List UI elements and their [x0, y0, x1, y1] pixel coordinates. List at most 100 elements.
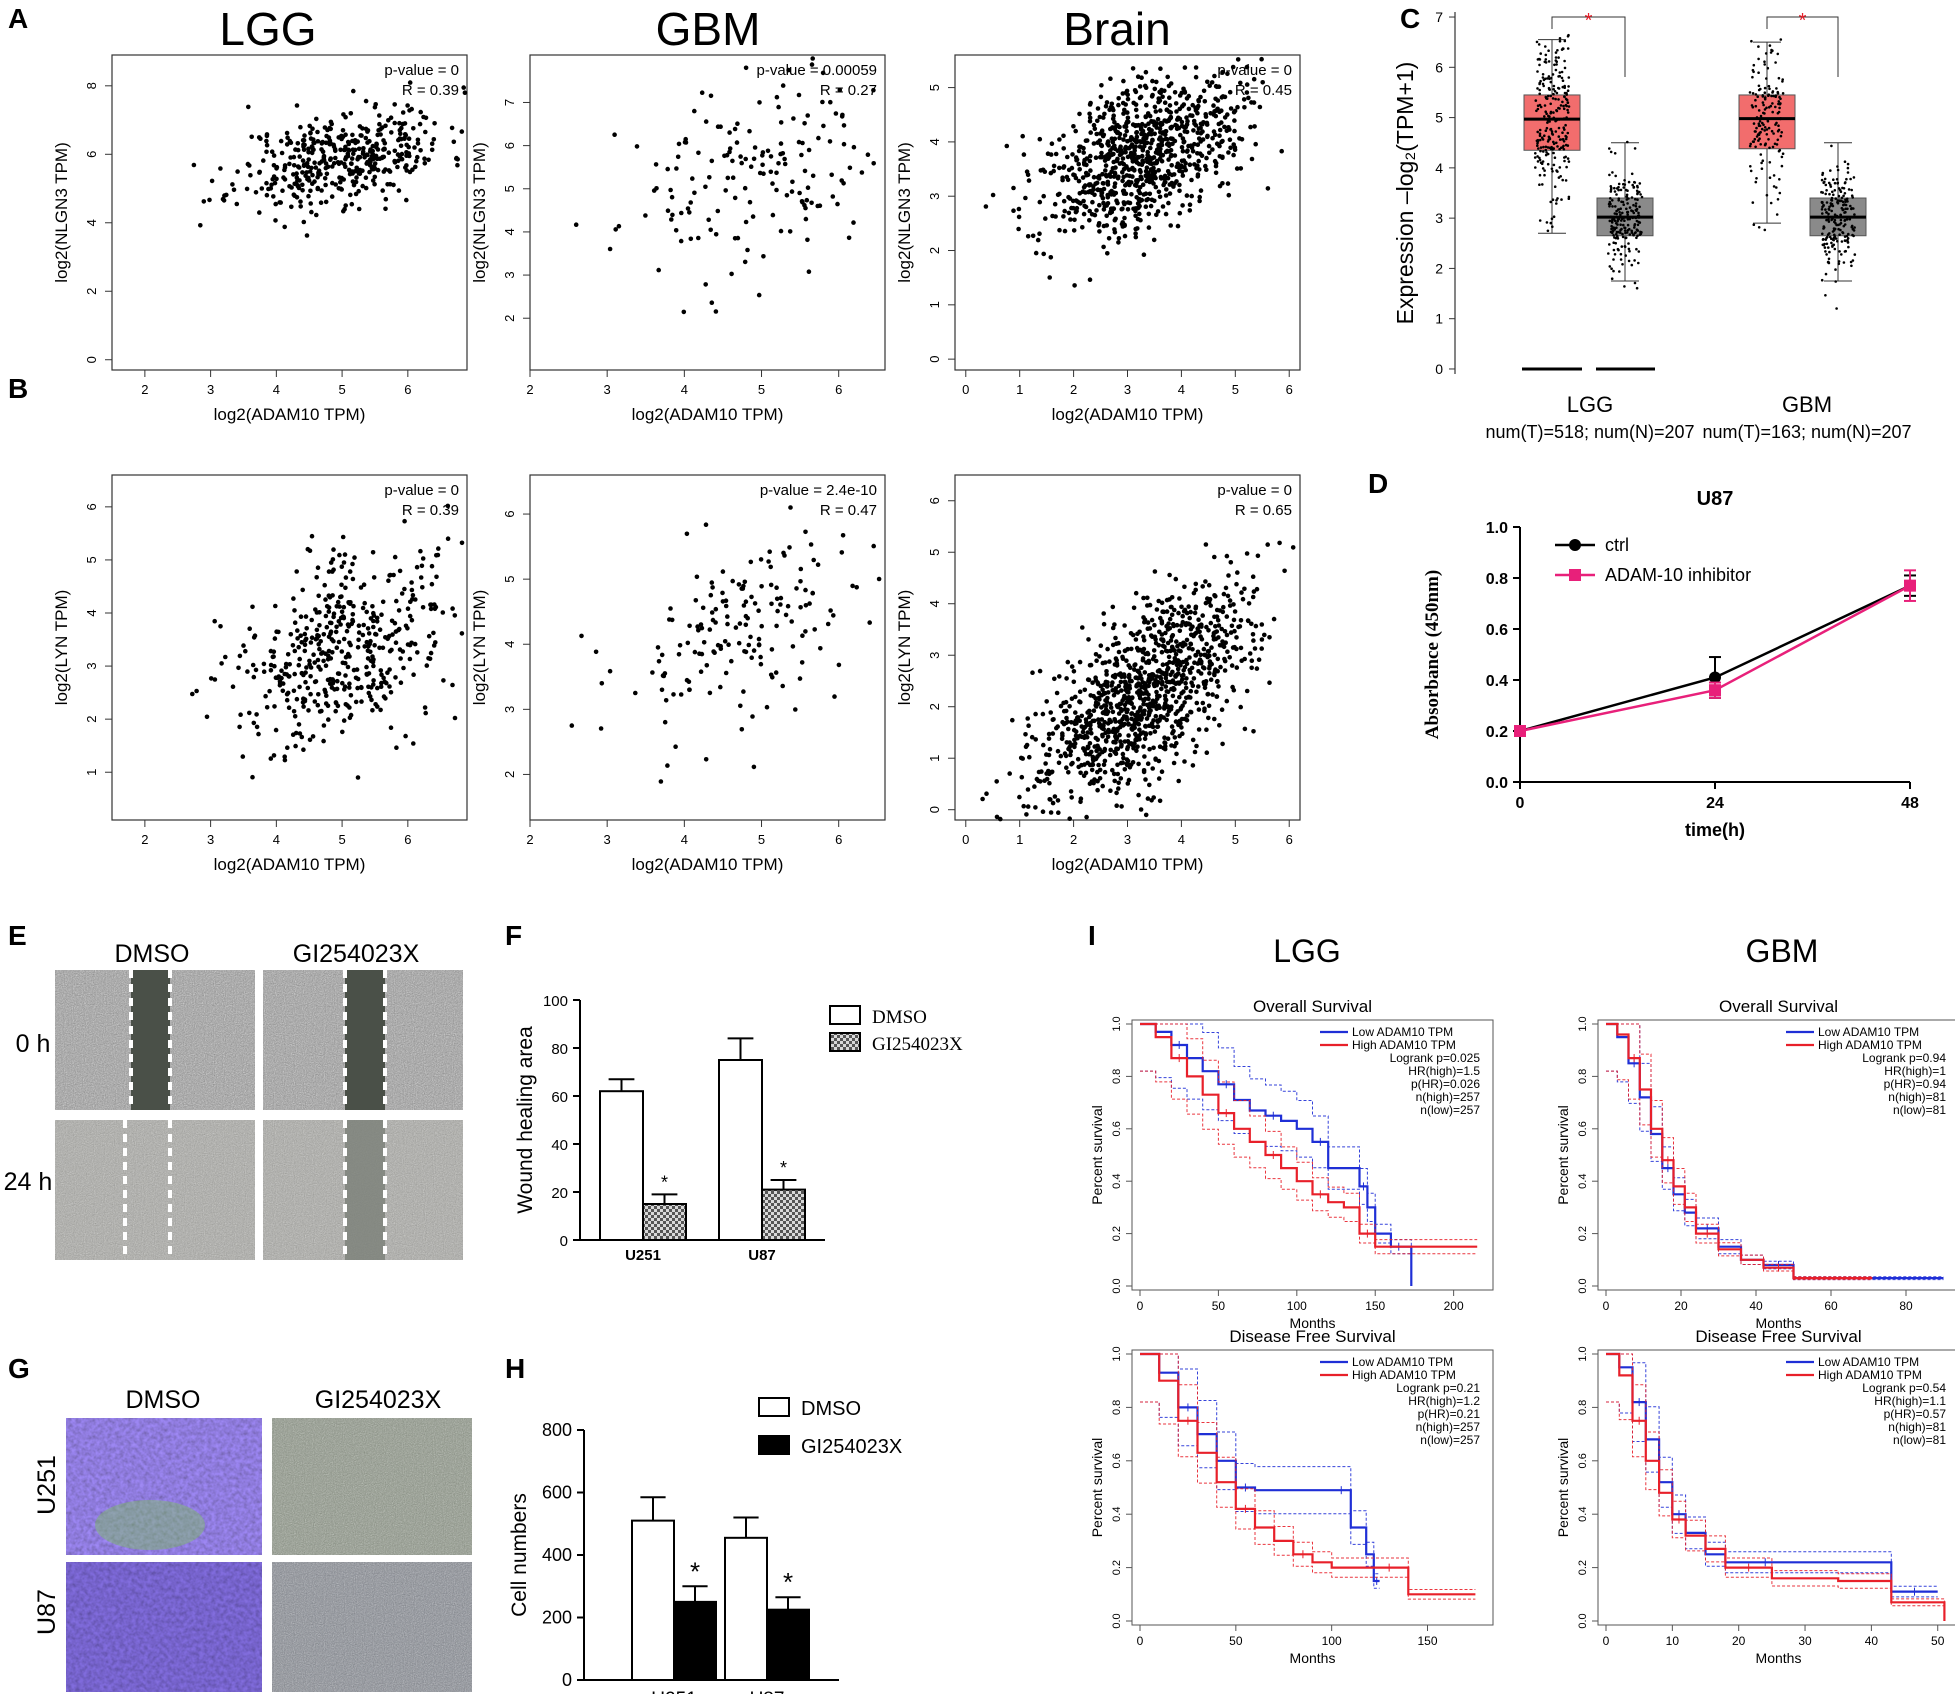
- scatter-point: [1149, 724, 1155, 729]
- significance-star: *: [690, 1556, 700, 1586]
- scatter-point: [400, 110, 406, 115]
- y-axis-label: Wound healing area: [514, 1026, 537, 1214]
- box-point: [1566, 157, 1570, 160]
- scatter-point: [785, 603, 791, 609]
- box-point: [1537, 43, 1541, 46]
- scatter-point: [1088, 726, 1093, 732]
- scatter-point: [713, 232, 719, 237]
- scatter-point: [387, 667, 392, 672]
- scatter-point: [351, 182, 357, 188]
- box-point: [1843, 218, 1847, 222]
- scatter-point: [1182, 665, 1188, 670]
- x-tick-label: 1: [1016, 382, 1023, 397]
- scatter-point: [1221, 591, 1227, 597]
- scatter-point: [765, 148, 771, 154]
- scatter-point: [422, 161, 428, 166]
- scatter-point: [1062, 751, 1068, 756]
- scatter-point: [1073, 209, 1079, 215]
- scatter-point: [1078, 770, 1083, 776]
- ci-lower-line: [1140, 1401, 1476, 1600]
- scatter-point: [1166, 679, 1172, 685]
- y-tick-label: 1.0: [1111, 1346, 1123, 1361]
- scatter-point: [381, 138, 386, 143]
- scatter-point: [212, 677, 218, 682]
- scatter-point: [1162, 118, 1167, 123]
- scatter-point: [726, 642, 731, 647]
- scatter-point: [314, 212, 319, 218]
- scatter-point: [412, 145, 417, 150]
- scatter-point: [1167, 572, 1172, 578]
- box-point: [1538, 103, 1542, 107]
- scatter-point: [1226, 573, 1231, 578]
- scatter-point: [355, 676, 361, 682]
- box-point: [1846, 162, 1850, 166]
- scatter-point: [272, 704, 277, 709]
- y-tick-label: 2: [84, 288, 99, 295]
- scatter-point: [1073, 710, 1078, 715]
- legend-entry: n(high)=81: [1888, 1420, 1946, 1434]
- scatter-point: [1043, 761, 1048, 766]
- scatter-point: [669, 194, 675, 200]
- box-point: [1762, 111, 1765, 115]
- scatter-point: [671, 692, 676, 697]
- x-tick-label: 2: [141, 832, 148, 847]
- scatter-point: [1157, 126, 1163, 131]
- scatter-point: [1153, 184, 1159, 190]
- scatter-point: [748, 164, 754, 169]
- scatter-point: [865, 152, 871, 157]
- x-tick-label: 6: [404, 832, 411, 847]
- x-tick-label: 3: [1124, 382, 1131, 397]
- scatter-point: [1147, 746, 1152, 752]
- scatter-point: [1156, 776, 1162, 781]
- scatter-point: [756, 642, 762, 648]
- scatter-point: [371, 575, 377, 580]
- scatter-point: [323, 161, 329, 166]
- box-point: [1545, 221, 1549, 224]
- scatter-point: [309, 617, 315, 623]
- box-point: [1567, 85, 1570, 88]
- box-point: [1765, 77, 1768, 80]
- scatter-point: [307, 169, 313, 174]
- group-count: num(T)=163; num(N)=207: [1702, 422, 1911, 442]
- scatter-point: [1143, 724, 1148, 729]
- box-point: [1621, 235, 1625, 239]
- scatter-point: [314, 575, 320, 580]
- box-point: [1753, 130, 1757, 133]
- scatter-point: [331, 547, 336, 552]
- scatter-point: [1116, 649, 1122, 655]
- box-point: [1845, 218, 1849, 221]
- box-point: [1840, 240, 1844, 243]
- x-axis-label: time(h): [1685, 820, 1745, 840]
- scatter-point: [746, 642, 752, 648]
- y-tick-label: 1.0: [1486, 520, 1508, 537]
- p-value-label: p-value = 0: [384, 62, 459, 79]
- scatter-point: [1141, 769, 1147, 775]
- scatter-point: [1220, 609, 1226, 615]
- scatter-point: [397, 647, 403, 652]
- scatter-point: [1088, 130, 1093, 135]
- box-point: [1549, 221, 1553, 225]
- survival-curve-high: [1140, 1022, 1478, 1248]
- scatter-point: [1189, 177, 1194, 183]
- box-point: [1619, 213, 1622, 217]
- r-value-label: R = 0.45: [1235, 82, 1292, 99]
- scatter-point: [752, 601, 758, 606]
- scatter-point: [336, 186, 342, 191]
- scatter-point: [1208, 603, 1213, 608]
- box-point: [1538, 128, 1542, 132]
- p-value-label: p-value = 2.4e-10: [760, 482, 877, 499]
- scatter-point: [1101, 186, 1107, 192]
- scatter-point: [452, 613, 458, 618]
- box-point: [1850, 264, 1853, 268]
- scatter-point: [1152, 622, 1157, 628]
- scatter-point: [752, 145, 758, 150]
- box-point: [1543, 173, 1546, 177]
- scatter-point: [1181, 140, 1186, 145]
- scatter-point: [598, 726, 604, 731]
- scatter-point: [418, 575, 424, 580]
- scatter-point: [1122, 233, 1128, 239]
- box-point: [1533, 156, 1537, 159]
- scatter-point: [1265, 542, 1270, 547]
